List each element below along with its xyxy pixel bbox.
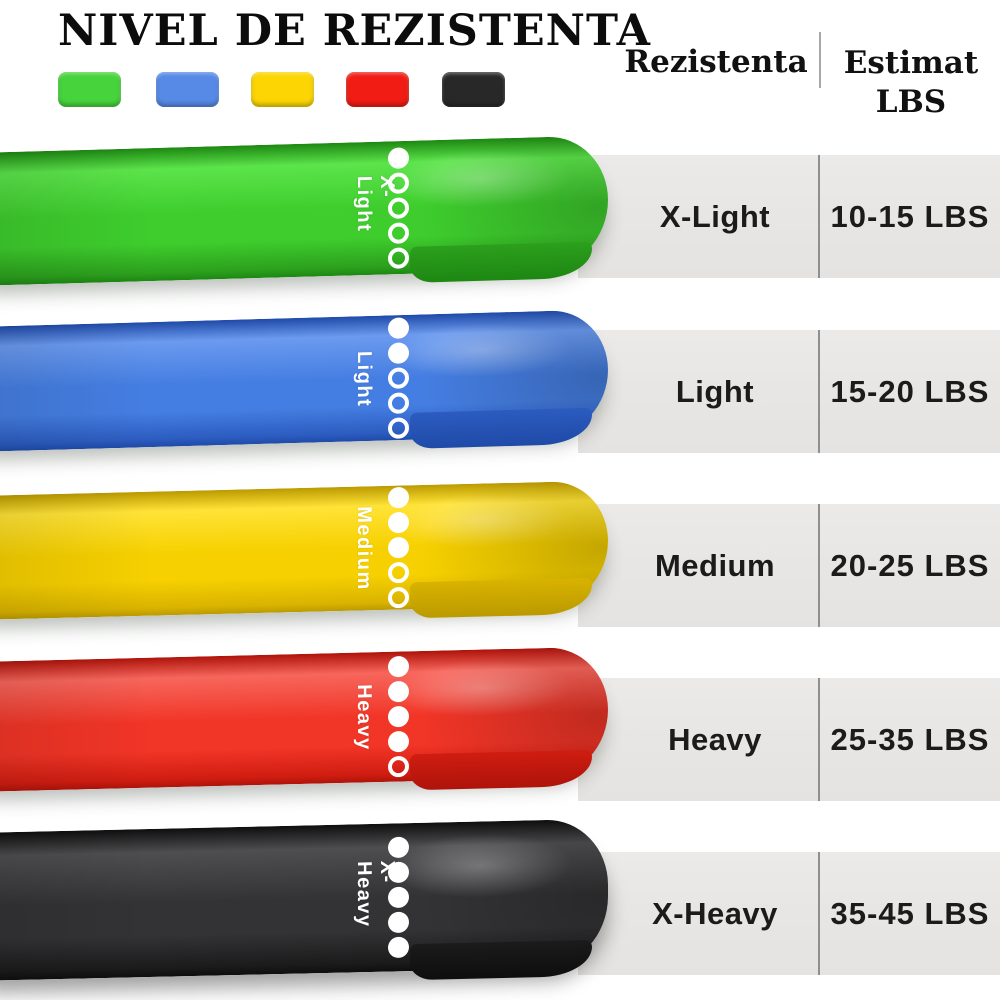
color-legend <box>0 0 560 120</box>
table-row: X-Light 10-15 LBS <box>578 155 1000 278</box>
level-cell: Heavy <box>578 678 820 801</box>
legend-swatch-black <box>442 72 505 107</box>
level-dot-filled <box>388 536 409 559</box>
level-dot-hollow <box>388 221 409 244</box>
band-level-label: Medium <box>353 505 375 592</box>
level-dot-filled <box>388 836 409 859</box>
level-dot-hollow <box>388 391 409 414</box>
resistance-band-red: Heavy <box>0 646 608 792</box>
resistance-band-blue: Light <box>0 309 608 452</box>
level-dot-filled <box>388 146 409 169</box>
level-cell: Light <box>578 330 820 453</box>
table-row: Medium 20-25 LBS <box>578 504 1000 627</box>
level-dot-hollow <box>388 416 409 439</box>
band-strength-dots <box>388 486 409 609</box>
legend-swatch-green <box>58 72 121 107</box>
level-dot-filled <box>388 341 409 364</box>
level-dot-filled <box>388 655 409 678</box>
level-dot-filled <box>388 316 409 339</box>
level-cell: X-Light <box>578 155 820 278</box>
table-header-estimate-line1: Estimat <box>843 45 979 81</box>
table-row: Heavy 25-35 LBS <box>578 678 1000 801</box>
header-column-divider <box>819 32 821 88</box>
level-dot-filled <box>388 705 409 728</box>
legend-swatch-blue <box>156 72 219 107</box>
band-level-label: Light <box>353 350 375 408</box>
table-header-estimate: Estimat LBS <box>822 44 1000 122</box>
band-strength-dots <box>388 836 409 959</box>
level-cell: Medium <box>578 504 820 627</box>
level-dot-filled <box>388 911 409 934</box>
level-dot-filled <box>388 730 409 753</box>
band-strength-dots <box>388 146 409 269</box>
legend-swatch-yellow <box>251 72 314 107</box>
table-header-resistance: Rezistenta <box>624 44 808 80</box>
band-level-label: Heavy <box>353 683 375 751</box>
table-row: Light 15-20 LBS <box>578 330 1000 453</box>
lbs-cell: 15-20 LBS <box>830 373 990 409</box>
level-dot-filled <box>388 486 409 509</box>
table-row: X-Heavy 35-45 LBS <box>578 852 1000 975</box>
level-dot-filled <box>388 861 409 884</box>
lbs-cell: 20-25 LBS <box>830 547 990 583</box>
table-header-estimate-line2: LBS <box>875 84 947 120</box>
lbs-cell: 25-35 LBS <box>830 721 990 757</box>
resistance-band-black: X-Heavy <box>0 818 608 981</box>
level-dot-filled <box>388 680 409 703</box>
legend-swatch-red <box>346 72 409 107</box>
level-dot-hollow <box>388 171 409 194</box>
level-dot-filled <box>388 511 409 534</box>
page-title: NIVEL DE REZISTENTA <box>58 6 651 56</box>
level-dot-hollow <box>388 586 409 609</box>
lbs-cell: 35-45 LBS <box>830 895 990 931</box>
band-strength-dots <box>388 316 409 439</box>
band-strength-dots <box>388 655 409 778</box>
level-dot-filled <box>388 936 409 959</box>
resistance-band-yellow: Medium <box>0 480 608 620</box>
level-dot-hollow <box>388 366 409 389</box>
lbs-cell: 10-15 LBS <box>830 198 990 234</box>
level-dot-hollow <box>388 561 409 584</box>
resistance-band-green: X-Light <box>0 135 608 286</box>
level-dot-hollow <box>388 246 409 269</box>
level-dot-hollow <box>388 196 409 219</box>
level-cell: X-Heavy <box>578 852 820 975</box>
level-dot-hollow <box>388 755 409 778</box>
level-dot-filled <box>388 886 409 909</box>
